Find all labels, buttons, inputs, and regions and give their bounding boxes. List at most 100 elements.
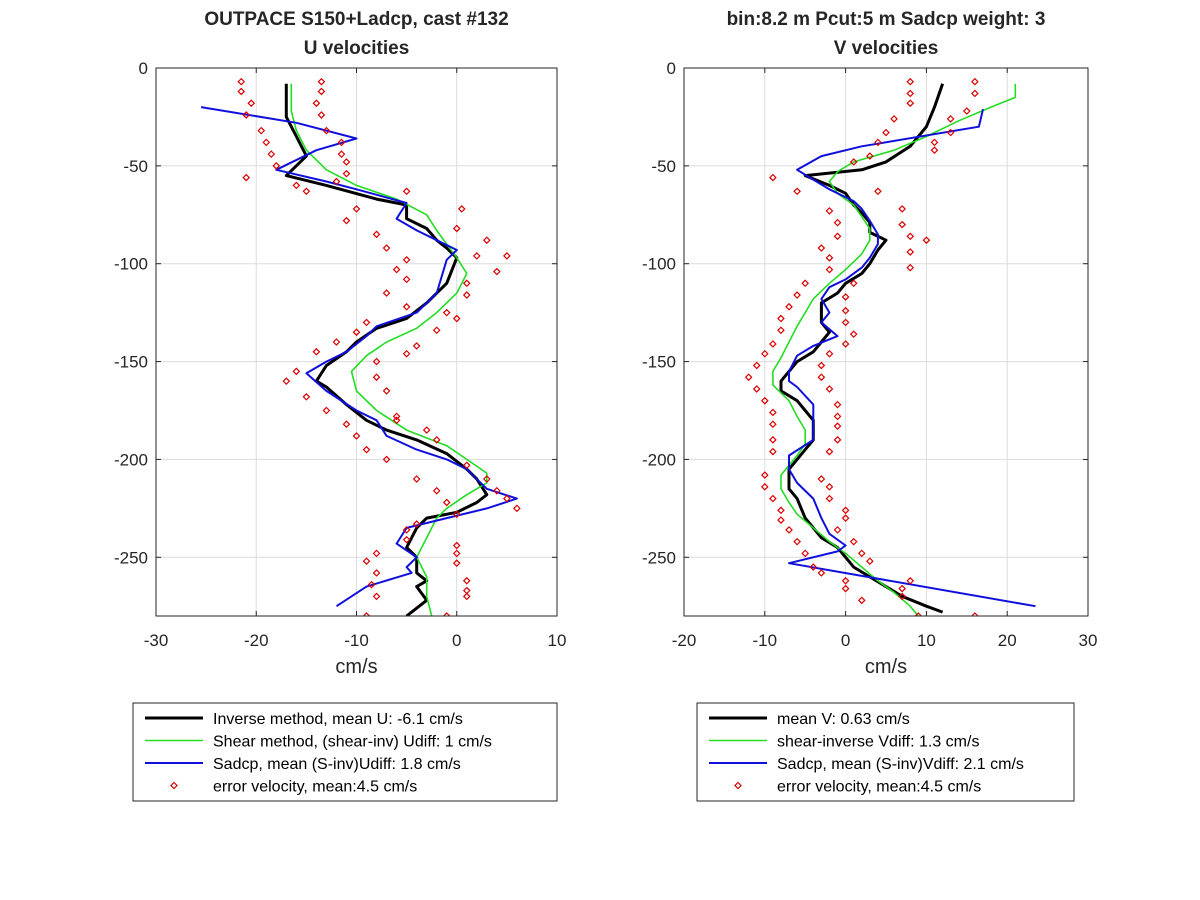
u-error-marker	[452, 541, 461, 550]
u-error-marker	[402, 349, 411, 358]
v-error-marker	[825, 447, 834, 456]
v-error-marker	[906, 77, 915, 86]
v-error-marker	[777, 326, 785, 335]
v-error-marker	[769, 447, 777, 456]
u-error-marker	[482, 236, 491, 245]
v-error-marker	[769, 494, 777, 503]
v-error-marker	[801, 279, 810, 288]
u-error-marker	[493, 486, 501, 495]
u-error-marker	[237, 87, 246, 96]
v-error-marker	[760, 482, 769, 491]
v-error-marker	[841, 293, 850, 301]
u-xtick-label: -10	[344, 631, 369, 650]
v-title-line-2: V velocities	[834, 38, 939, 59]
v-error-marker	[971, 612, 979, 616]
u-error-marker	[352, 432, 361, 440]
u-error-marker	[402, 302, 411, 311]
v-series-line-1	[772, 83, 1017, 616]
u-error-marker	[503, 252, 511, 260]
u-xtick-label: 10	[548, 631, 567, 650]
v-ticks: -20 -10 0 10 20 300-50-100-150-200-250	[642, 59, 1097, 650]
v-ytick-label: -250	[642, 548, 676, 567]
u-legend-label: Sadcp, mean (S-inv)Udiff: 1.8 cm/s	[213, 756, 461, 773]
u-error-velocity-markers	[237, 77, 521, 616]
u-error-marker	[452, 314, 461, 323]
v-ytick-label: -200	[642, 450, 676, 469]
v-error-marker	[825, 349, 834, 358]
u-ytick-label: -150	[114, 353, 148, 372]
u-error-marker	[292, 181, 301, 190]
v-xtick-label: 0	[841, 631, 850, 650]
v-error-marker	[849, 158, 858, 166]
v-error-marker	[752, 361, 761, 370]
v-error-marker	[906, 99, 915, 108]
v-ytick-label: -100	[642, 255, 676, 274]
v-error-marker	[849, 279, 858, 288]
v-error-marker	[785, 526, 793, 534]
u-error-marker	[432, 486, 441, 495]
v-error-marker	[946, 115, 955, 123]
v-ytick-label: -150	[642, 353, 676, 372]
u-xtick-label: -20	[244, 631, 269, 650]
u-ytick-label: 0	[139, 59, 148, 78]
v-error-marker	[962, 107, 971, 115]
u-error-marker	[372, 373, 381, 382]
u-velocity-axes: -30 -20 -10 0 100-50-100-150-200-250 OUTPACE…	[114, 9, 567, 802]
v-error-marker	[825, 482, 834, 491]
v-error-marker	[841, 576, 850, 585]
v-error-marker	[874, 138, 882, 147]
v-series-group	[744, 77, 1036, 616]
u-error-marker	[367, 580, 376, 589]
u-error-marker	[267, 150, 276, 158]
u-legend-marker	[170, 781, 178, 790]
v-error-marker	[760, 471, 769, 479]
u-title-line-2: U velocities	[304, 38, 410, 59]
u-error-marker	[332, 338, 341, 346]
u-error-marker	[402, 187, 411, 196]
v-error-marker	[841, 306, 850, 315]
u-error-marker	[292, 367, 301, 376]
v-series-line-0	[779, 83, 945, 614]
v-error-marker	[890, 115, 898, 123]
u-xtick-label: 0	[452, 631, 461, 650]
v-error-marker	[817, 475, 826, 483]
v-axes-frame	[683, 67, 1089, 617]
u-error-marker	[302, 392, 311, 401]
u-error-marker	[237, 77, 246, 86]
u-error-marker	[472, 252, 481, 260]
u-error-marker	[317, 111, 326, 119]
u-error-marker	[312, 347, 321, 356]
v-error-velocity-markers	[744, 77, 979, 616]
v-error-marker	[793, 291, 801, 299]
v-error-marker	[946, 128, 955, 137]
v-error-marker	[817, 373, 826, 382]
v-ytick-label: 0	[667, 59, 676, 78]
v-error-marker	[857, 549, 866, 558]
u-error-marker	[322, 406, 331, 415]
v-error-marker	[898, 205, 907, 213]
u-error-marker	[503, 494, 511, 503]
v-error-marker	[760, 349, 769, 358]
v-legend-label: shear-inverse Vdiff: 1.3 cm/s	[777, 734, 979, 751]
v-error-marker	[906, 248, 915, 256]
u-error-marker	[462, 291, 471, 299]
u-error-marker	[337, 150, 346, 158]
u-error-marker	[342, 158, 351, 166]
v-legend: mean V: 0.63 cm/s shear-inverse Vdiff: 1.…	[696, 702, 1075, 802]
u-error-marker	[402, 275, 411, 284]
u-legend-box	[132, 702, 558, 802]
u-error-marker	[482, 475, 491, 483]
v-error-marker	[817, 244, 826, 252]
v-error-marker	[914, 612, 923, 616]
v-error-marker	[752, 385, 761, 393]
v-xtick-label: -20	[672, 631, 697, 650]
v-error-marker	[777, 516, 785, 524]
u-error-marker	[452, 549, 461, 558]
u-series-line-2	[200, 106, 518, 608]
v-velocity-axes: -20 -10 0 10 20 300-50-100-150-200-250 bin:8.…	[642, 9, 1097, 802]
u-error-marker	[412, 475, 421, 483]
v-error-marker	[906, 263, 915, 272]
v-error-marker	[906, 232, 915, 241]
v-error-marker	[849, 537, 858, 546]
